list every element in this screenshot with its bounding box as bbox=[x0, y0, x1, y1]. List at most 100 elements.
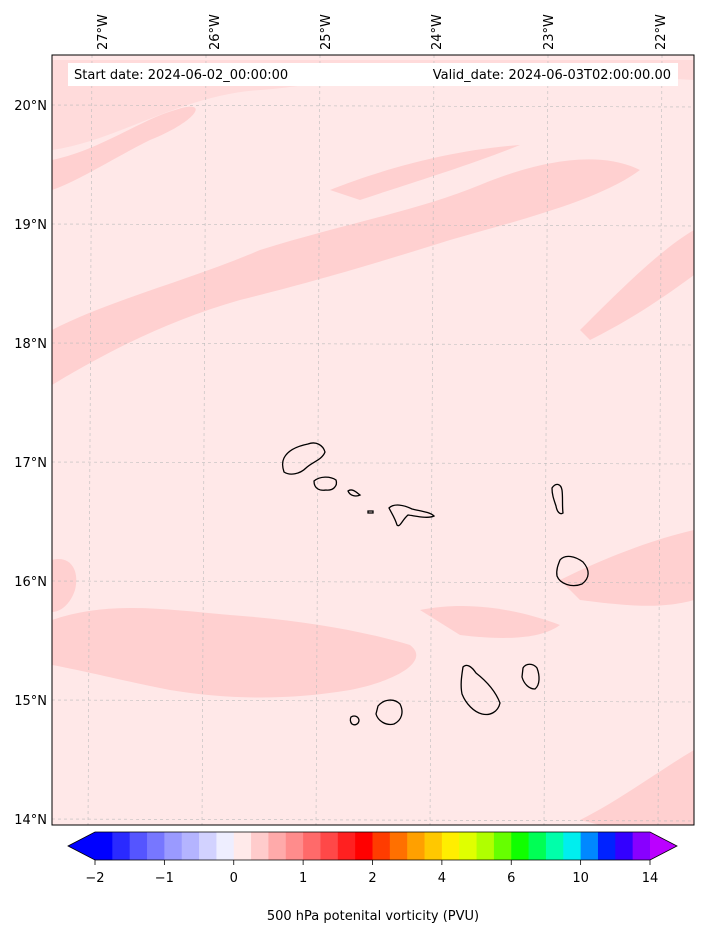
lat-label-15n: 15°N bbox=[14, 694, 47, 709]
island-fogo bbox=[375, 699, 403, 726]
valid-date-label: Valid_date: 2024-06-03T02:00:00.00 bbox=[433, 68, 671, 83]
lon-label-23w: 23°W bbox=[542, 14, 557, 50]
grid-line-lat bbox=[52, 580, 694, 584]
lon-label-22w: 22°W bbox=[654, 14, 669, 50]
colorbar-cell bbox=[493, 832, 512, 860]
lon-label-26w: 26°W bbox=[208, 14, 223, 50]
grid-line-lon bbox=[87, 55, 93, 825]
pv-band-south bbox=[52, 608, 417, 698]
colorbar-ticks: −2 −1 0 1 2 4 6 10 14 bbox=[85, 860, 658, 886]
lat-label-16n: 16°N bbox=[14, 575, 47, 590]
colorbar-cell bbox=[251, 832, 269, 860]
map-panel bbox=[52, 55, 694, 825]
colorbar-cell bbox=[181, 832, 200, 860]
colorbar-cell bbox=[129, 832, 148, 860]
island-boa-vista bbox=[556, 555, 589, 587]
gridlines bbox=[52, 55, 694, 825]
island-santiago bbox=[460, 664, 501, 716]
lat-label-14n: 14°N bbox=[14, 813, 47, 828]
colorbar-cell bbox=[147, 832, 165, 860]
colorbar-cell bbox=[563, 832, 582, 860]
grid-line-lon bbox=[657, 55, 663, 825]
colorbar-cell bbox=[233, 832, 252, 860]
colorbar-label: 500 hPa potenital vorticity (PVU) bbox=[267, 909, 479, 924]
pv-band-upper-streak bbox=[330, 145, 520, 200]
pv-band-northwest bbox=[52, 106, 196, 190]
colorbar-cell bbox=[632, 832, 651, 860]
grid-line-lon bbox=[543, 55, 549, 825]
lon-label-24w: 24°W bbox=[430, 14, 445, 50]
lon-label-27w: 27°W bbox=[96, 14, 111, 50]
colorbar-cells bbox=[95, 832, 651, 860]
colorbar-tick-label: 4 bbox=[438, 871, 446, 886]
colorbar-cell bbox=[268, 832, 287, 860]
colorbar-tick-label: −1 bbox=[155, 871, 174, 886]
colorbar-cell bbox=[285, 832, 304, 860]
colorbar-cell bbox=[615, 832, 634, 860]
latitude-labels: 20°N 19°N 18°N 17°N 16°N 15°N 14°N bbox=[14, 99, 47, 828]
colorbar-cell bbox=[389, 832, 408, 860]
lat-label-20n: 20°N bbox=[14, 99, 47, 114]
colorbar-cell bbox=[372, 832, 391, 860]
map-frame bbox=[51, 54, 695, 826]
pv-band-east bbox=[580, 230, 694, 340]
colorbar-tick-label: 14 bbox=[642, 871, 659, 886]
colorbar-cell bbox=[112, 832, 131, 860]
colorbar-cell bbox=[164, 832, 183, 860]
grid-line-lat bbox=[52, 699, 694, 703]
grid-line-lon bbox=[201, 55, 207, 825]
colorbar-cell bbox=[545, 832, 564, 860]
colorbar-cell bbox=[441, 832, 460, 860]
start-date-label: Start date: 2024-06-02_00:00:00 bbox=[74, 68, 288, 83]
island-small-islet bbox=[367, 510, 374, 514]
colorbar-tick-label: −2 bbox=[85, 871, 104, 886]
colorbar-tick-label: 2 bbox=[368, 871, 376, 886]
colorbar-tick-label: 6 bbox=[507, 871, 515, 886]
island-sao-vicente bbox=[313, 476, 338, 491]
grid-line-lat bbox=[52, 104, 694, 108]
lat-label-17n: 17°N bbox=[14, 456, 47, 471]
coastlines bbox=[281, 442, 589, 726]
colorbar-cell bbox=[320, 832, 339, 860]
pv-band-main bbox=[52, 159, 640, 385]
colorbar-tick-label: 1 bbox=[299, 871, 307, 886]
grid-line-lat bbox=[52, 223, 694, 227]
island-brava bbox=[349, 715, 360, 726]
longitude-labels: 27°W 26°W 25°W 24°W 23°W 22°W bbox=[96, 14, 669, 50]
pv-band-southeast bbox=[560, 530, 694, 606]
grid-line-lat bbox=[52, 342, 694, 346]
lat-label-18n: 18°N bbox=[14, 337, 47, 352]
island-sao-nicolau bbox=[388, 504, 436, 527]
colorbar-cell bbox=[459, 832, 478, 860]
island-maio bbox=[521, 663, 540, 690]
colorbar-cell bbox=[199, 832, 217, 860]
colorbar-cell bbox=[337, 832, 356, 860]
colorbar-cell bbox=[476, 832, 495, 860]
grid-line-lat bbox=[52, 461, 694, 465]
colorbar-cell bbox=[303, 832, 321, 860]
grid-line-lat bbox=[52, 818, 694, 822]
colorbar-extend-low bbox=[68, 832, 95, 860]
colorbar-cell bbox=[597, 832, 616, 860]
colorbar-cell bbox=[95, 832, 113, 860]
colorbar-tick-label: 10 bbox=[572, 871, 589, 886]
pv-band-west-mid bbox=[52, 559, 77, 612]
lat-label-19n: 19°N bbox=[14, 218, 47, 233]
colorbar-cell bbox=[424, 832, 443, 860]
colorbar-tick-label: 0 bbox=[230, 871, 238, 886]
colorbar-extend-high bbox=[650, 832, 677, 860]
colorbar-cell bbox=[355, 832, 373, 860]
colorbar-cell bbox=[580, 832, 599, 860]
header-box bbox=[68, 63, 678, 86]
island-santo-antao bbox=[281, 442, 326, 475]
colorbar-cell bbox=[528, 832, 547, 860]
colorbar: −2 −1 0 1 2 4 6 10 14 500 hPa potenital vorticit… bbox=[67, 831, 678, 924]
colorbar-cell bbox=[511, 832, 530, 860]
pv-band-south-right bbox=[420, 605, 560, 638]
grid-line-lon bbox=[315, 55, 321, 825]
island-sal bbox=[551, 483, 564, 515]
island-santa-luzia bbox=[347, 489, 362, 497]
lon-label-25w: 25°W bbox=[319, 14, 334, 50]
grid-line-lon bbox=[429, 55, 435, 825]
